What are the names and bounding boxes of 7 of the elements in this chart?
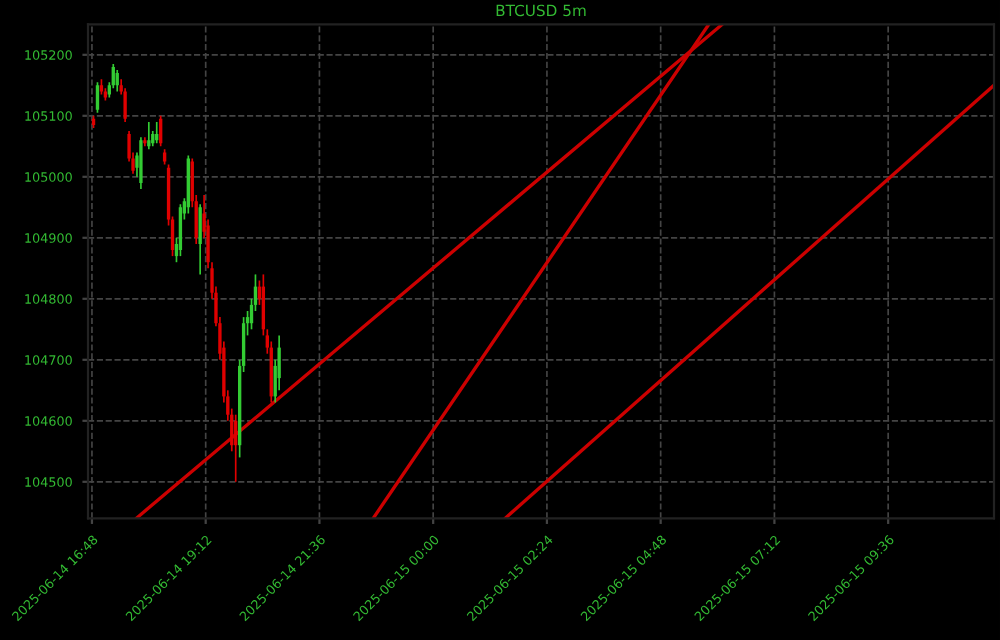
candlestick — [178, 203, 183, 257]
candlestick — [123, 87, 127, 123]
candlestick — [198, 203, 202, 276]
candlestick — [139, 136, 143, 190]
candlestick — [155, 121, 159, 145]
candlestick — [95, 81, 100, 114]
candlestick — [147, 121, 151, 151]
